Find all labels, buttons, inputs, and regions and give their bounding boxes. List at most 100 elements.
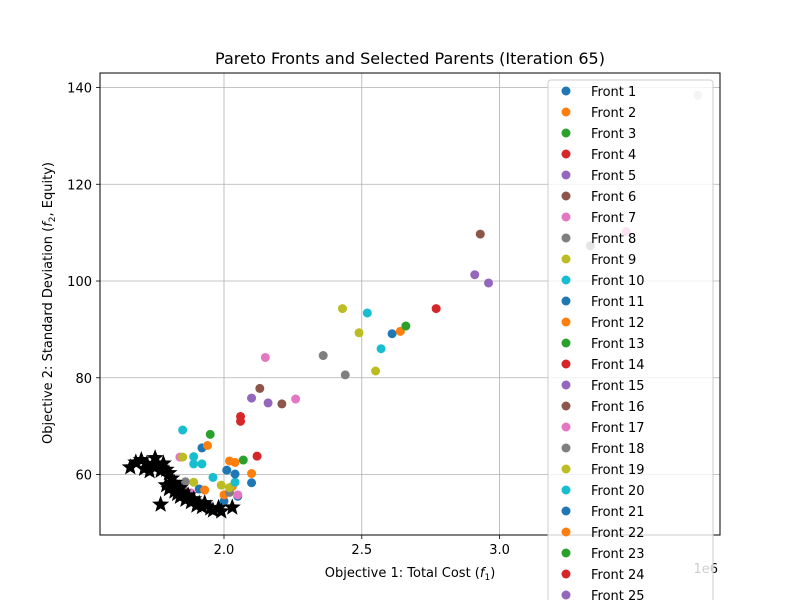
selected-parent-star	[149, 455, 167, 473]
chart-title: Pareto Fronts and Selected Parents (Iter…	[215, 49, 605, 68]
data-point	[263, 398, 273, 408]
data-point	[484, 278, 494, 288]
selected-parents-layer	[121, 449, 241, 519]
selected-parent-star	[185, 490, 203, 507]
data-point	[376, 344, 386, 354]
legend-marker	[561, 548, 571, 558]
legend-label: Front 2	[591, 106, 636, 121]
data-point	[189, 459, 199, 469]
axes-frame	[99, 72, 721, 536]
selected-parent-star	[143, 456, 161, 474]
legend-marker	[561, 422, 571, 432]
legend-label: Front 7	[591, 211, 636, 226]
legend-marker	[561, 191, 571, 201]
data-point	[470, 270, 480, 280]
legend-label: Front 11	[591, 295, 645, 310]
data-point	[202, 441, 212, 451]
legend-label: Front 17	[591, 421, 645, 436]
data-point	[431, 304, 441, 314]
data-point	[205, 429, 215, 439]
legend-marker	[561, 107, 571, 117]
legend-label: Front 24	[591, 568, 645, 583]
legend-marker	[561, 149, 571, 159]
selected-parent-star	[209, 498, 228, 516]
data-point	[247, 478, 257, 488]
selected-parent-star	[121, 458, 139, 475]
x-tick-label: 2.0	[214, 543, 235, 558]
legend-label: Front 6	[591, 190, 636, 205]
legend-marker	[561, 527, 571, 537]
x-tick-label: 3.0	[489, 543, 510, 558]
selected-parent-star	[171, 479, 189, 496]
selected-parent-star	[157, 460, 175, 477]
legend-marker	[561, 212, 571, 222]
data-point	[252, 451, 262, 461]
selected-parent-star	[127, 453, 145, 470]
legend-marker	[561, 443, 571, 453]
legend-marker	[561, 485, 571, 495]
selected-parent-star	[160, 464, 178, 481]
legend-label: Front 22	[591, 526, 645, 541]
legend-marker	[561, 359, 571, 369]
data-point	[230, 457, 240, 467]
legend-label: Front 5	[591, 169, 636, 184]
data-point	[475, 229, 485, 239]
legend-marker	[561, 254, 571, 264]
legend-marker	[561, 338, 571, 348]
legend-box	[547, 79, 714, 600]
selected-parent-star	[146, 449, 164, 466]
data-point	[247, 393, 257, 403]
data-point	[255, 383, 265, 393]
legend-marker	[561, 464, 571, 474]
selected-parent-star	[135, 459, 153, 476]
y-tick-label: 80	[75, 372, 92, 387]
selected-parent-star	[157, 476, 175, 493]
selected-parent-star	[223, 498, 241, 515]
legend-marker	[561, 296, 571, 306]
selected-parent-star	[165, 473, 183, 491]
y-tick-label: 60	[75, 469, 92, 484]
data-point	[291, 394, 301, 404]
data-point	[238, 455, 248, 465]
data-point	[362, 308, 372, 318]
legend-marker	[561, 401, 571, 411]
data-point	[233, 490, 243, 500]
selected-parent-star	[152, 495, 170, 512]
data-point	[178, 452, 188, 462]
selected-parent-star	[196, 494, 214, 511]
legend-marker	[561, 380, 571, 390]
data-point	[222, 465, 232, 475]
legend-label: Front 4	[591, 148, 636, 163]
legend-label: Front 8	[591, 232, 636, 247]
data-point	[371, 366, 381, 376]
selected-parent-star	[141, 462, 159, 479]
y-axis-label: Objective 2: Standard Deviation (f2, Equ…	[41, 162, 58, 444]
legend-marker	[561, 128, 571, 138]
data-point	[189, 477, 199, 487]
data-point	[200, 485, 210, 495]
ticks-layer: 2.0 2.5 3.0 60 80 100 120 140	[67, 82, 510, 558]
legend-label: Front 9	[591, 253, 636, 268]
selected-parent-star	[163, 469, 181, 486]
data-point	[337, 304, 347, 314]
legend-label: Front 12	[591, 316, 645, 331]
legend-marker	[561, 86, 571, 96]
selected-parent-star	[212, 502, 230, 519]
legend-label: Front 1	[591, 85, 636, 100]
legend-marker	[561, 233, 571, 243]
legend-label: Front 21	[591, 505, 645, 520]
data-point	[387, 329, 397, 339]
data-point	[247, 469, 257, 479]
legend-label: Front 20	[591, 484, 645, 499]
legend-label: Front 25	[591, 589, 645, 600]
y-tick-label: 100	[67, 275, 92, 290]
legend: Front 1 Front 2 Front 3 Front 4 Front 5 Front…	[547, 79, 714, 600]
data-point	[340, 370, 350, 380]
data-point	[354, 328, 364, 338]
data-point	[178, 425, 188, 435]
data-point	[260, 352, 270, 362]
legend-label: Front 13	[591, 337, 645, 352]
selected-parent-star	[152, 461, 170, 478]
data-point	[219, 496, 229, 506]
data-point	[318, 351, 328, 361]
